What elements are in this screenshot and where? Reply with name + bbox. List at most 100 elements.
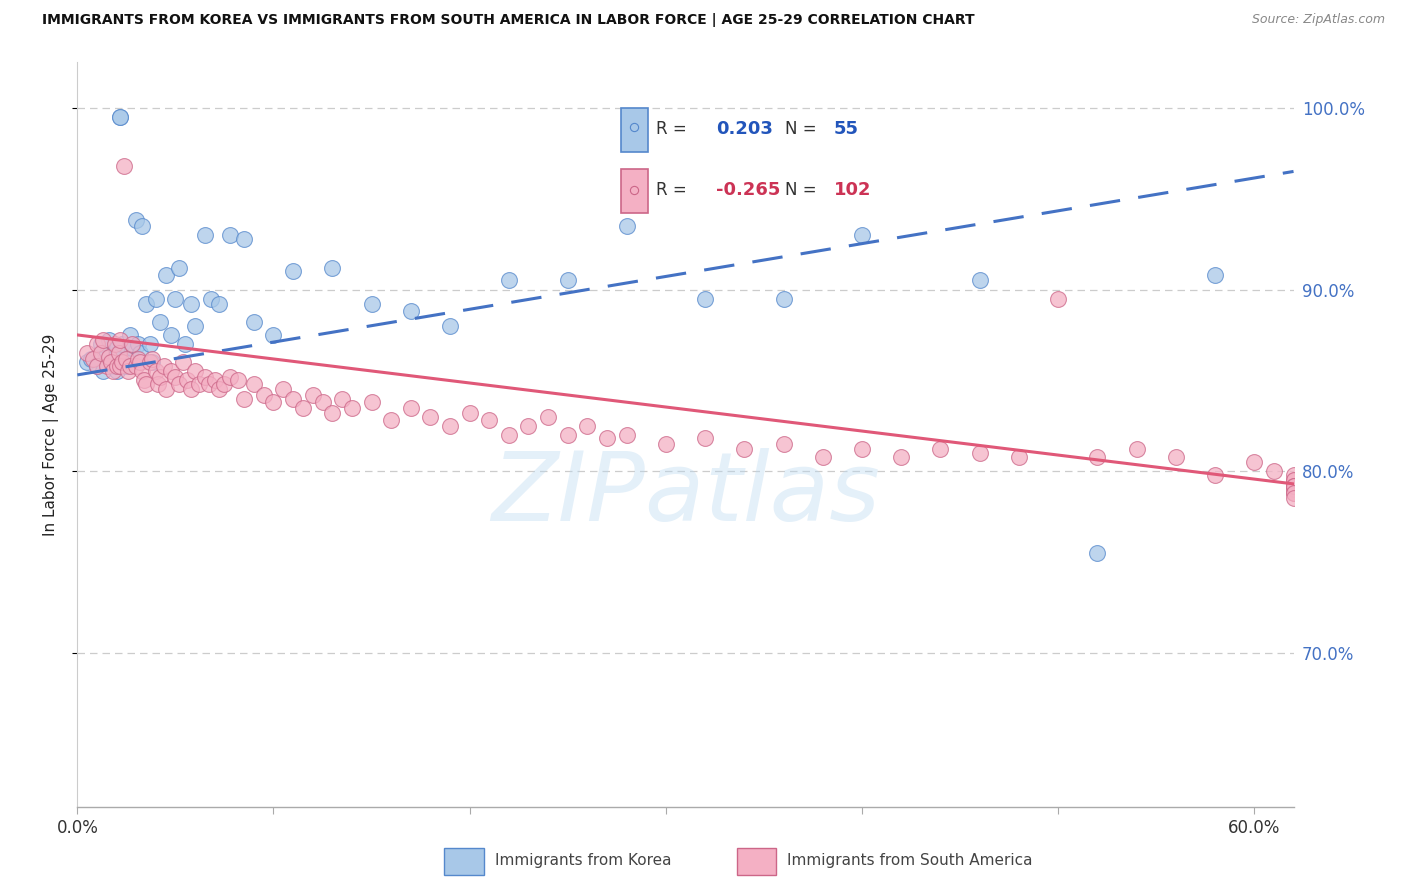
Point	[693, 292, 716, 306]
Point	[90, 337, 112, 351]
Point	[101, 359, 124, 373]
Point	[139, 355, 162, 369]
Point	[253, 388, 276, 402]
Point	[165, 292, 187, 306]
Point	[139, 337, 162, 351]
Point	[169, 376, 191, 391]
Point	[172, 355, 194, 369]
Point	[1282, 467, 1305, 482]
Point	[596, 432, 619, 446]
Point	[399, 401, 422, 415]
Point	[1282, 473, 1305, 487]
Point	[851, 442, 873, 457]
Point	[149, 369, 172, 384]
Point	[557, 427, 579, 442]
Point	[107, 346, 129, 360]
Point	[616, 219, 638, 233]
Point	[557, 273, 579, 287]
Point	[131, 364, 153, 378]
Text: 102: 102	[834, 181, 872, 200]
Point	[129, 346, 152, 360]
Point	[330, 392, 353, 406]
Point	[110, 359, 132, 373]
Y-axis label: In Labor Force | Age 25-29: In Labor Force | Age 25-29	[44, 334, 59, 536]
Point	[145, 364, 167, 378]
Point	[1282, 491, 1305, 506]
Point	[91, 364, 114, 378]
Point	[110, 334, 132, 348]
Point	[1282, 486, 1305, 500]
Point	[321, 260, 343, 275]
Text: R =: R =	[657, 120, 688, 138]
Point	[146, 376, 169, 391]
Text: -0.265: -0.265	[717, 181, 780, 200]
Point	[141, 351, 163, 366]
Point	[194, 369, 217, 384]
Point	[1125, 442, 1147, 457]
Point	[120, 327, 142, 342]
Text: Immigrants from South America: Immigrants from South America	[787, 854, 1033, 868]
Point	[890, 450, 912, 464]
Point	[76, 346, 98, 360]
Point	[655, 437, 678, 451]
Point	[693, 432, 716, 446]
Point	[219, 369, 242, 384]
Point	[419, 409, 441, 424]
Point	[112, 159, 135, 173]
Bar	[620, 169, 648, 213]
Point	[263, 395, 285, 409]
Point	[176, 373, 198, 387]
Bar	[620, 108, 648, 152]
Point	[1282, 473, 1305, 487]
Point	[207, 297, 229, 311]
Point	[1164, 450, 1187, 464]
Point	[271, 383, 294, 397]
Point	[537, 409, 560, 424]
Point	[969, 273, 991, 287]
Point	[439, 418, 461, 433]
Point	[380, 413, 402, 427]
Point	[772, 292, 794, 306]
Point	[1085, 546, 1108, 560]
Point	[1204, 268, 1226, 282]
Point	[155, 268, 177, 282]
Point	[115, 351, 138, 366]
Point	[1085, 450, 1108, 464]
Point	[105, 359, 128, 373]
Point	[1008, 450, 1031, 464]
Point	[101, 364, 124, 378]
Point	[616, 427, 638, 442]
Point	[125, 359, 148, 373]
Point	[399, 304, 422, 318]
Point	[155, 383, 177, 397]
Point	[301, 388, 323, 402]
Point	[233, 392, 256, 406]
Point	[1047, 292, 1070, 306]
Point	[115, 359, 138, 373]
Point	[97, 334, 120, 348]
Text: N =: N =	[785, 181, 817, 200]
Point	[132, 373, 155, 387]
Point	[165, 369, 187, 384]
Point	[110, 110, 132, 124]
Point	[281, 392, 304, 406]
Point	[1243, 455, 1265, 469]
Point	[160, 364, 183, 378]
Point	[117, 364, 139, 378]
Point	[180, 297, 202, 311]
Point	[129, 355, 152, 369]
Point	[86, 359, 108, 373]
Point	[207, 383, 229, 397]
Point	[263, 327, 285, 342]
Point	[478, 413, 501, 427]
Point	[200, 292, 222, 306]
Point	[458, 406, 481, 420]
Point	[194, 227, 217, 242]
Point	[321, 406, 343, 420]
Point	[104, 337, 127, 351]
Point	[851, 227, 873, 242]
Point	[439, 318, 461, 333]
Point	[184, 364, 207, 378]
Point	[127, 351, 149, 366]
Point	[90, 346, 112, 360]
